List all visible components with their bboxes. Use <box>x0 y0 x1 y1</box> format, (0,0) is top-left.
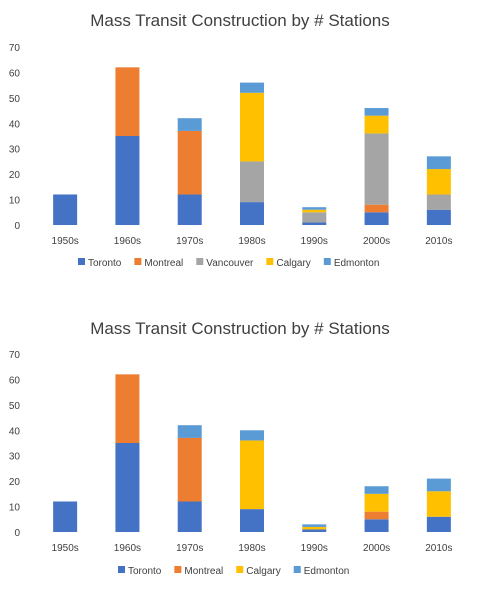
stacked-bar-chart-2: Mass Transit Construction by # Stations … <box>9 319 453 577</box>
bar-segment-montreal-1960s <box>115 374 140 443</box>
bar-segment-calgary-2000s <box>364 493 389 512</box>
bar-segment-toronto-2010s <box>426 209 451 225</box>
bar-segment-calgary-2010s <box>426 491 451 517</box>
x-tick-label: 1960s <box>114 543 141 554</box>
bar-segment-vancouver-1990s <box>302 212 327 223</box>
legend-swatch-montreal <box>134 258 142 265</box>
legend-label-toronto: Toronto <box>128 566 162 577</box>
x-tick-label: 1960s <box>114 236 141 247</box>
legend-label-edmonton: Edmonton <box>304 566 350 577</box>
bar-segment-toronto-1980s <box>240 509 264 532</box>
y-tick-label: 20 <box>9 170 21 181</box>
bar-segment-edmonton-1990s <box>302 524 327 527</box>
x-tick-label: 1990s <box>301 236 328 247</box>
bar-segment-toronto-1950s <box>53 194 78 225</box>
y-tick-label: 60 <box>9 375 21 386</box>
x-tick-label: 1990s <box>301 543 328 554</box>
y-tick-label: 0 <box>14 528 20 539</box>
y-tick-label: 50 <box>9 401 21 412</box>
bar-segment-edmonton-2000s <box>364 108 389 116</box>
bar-segment-montreal-1970s <box>177 130 202 195</box>
bar-segment-edmonton-1990s <box>302 207 327 210</box>
x-tick-label: 1970s <box>176 236 203 247</box>
legend-swatch-calgary <box>236 566 244 573</box>
chart-title: Mass Transit Construction by # Stations <box>90 319 390 338</box>
bar-segment-calgary-1990s <box>302 209 327 213</box>
x-tick-label: 1980s <box>238 236 265 247</box>
bar-segment-vancouver-2010s <box>426 194 451 210</box>
bar-segment-calgary-1980s <box>240 440 264 510</box>
y-tick-label: 50 <box>9 94 21 105</box>
y-tick-label: 40 <box>9 426 21 437</box>
bar-segment-toronto-1970s <box>177 194 202 225</box>
x-tick-label: 1970s <box>176 543 203 554</box>
bar-segment-toronto-1990s <box>302 529 327 532</box>
bar-segment-toronto-1960s <box>115 136 140 225</box>
legend-label-calgary: Calgary <box>276 258 310 269</box>
bar-segment-calgary-1990s <box>302 526 327 530</box>
bar-segment-edmonton-2010s <box>426 156 451 170</box>
chart-title: Mass Transit Construction by # Stations <box>90 11 390 30</box>
bar-segment-toronto-1990s <box>302 222 327 225</box>
y-tick-label: 30 <box>9 452 21 463</box>
bar-segment-edmonton-1970s <box>177 425 202 438</box>
legend-label-montreal: Montreal <box>184 566 223 577</box>
y-tick-label: 40 <box>9 119 21 130</box>
x-tick-label: 1950s <box>52 543 79 554</box>
bar-segment-edmonton-1970s <box>177 118 202 131</box>
y-tick-label: 10 <box>9 503 21 514</box>
legend-label-edmonton: Edmonton <box>334 258 380 269</box>
legend-label-toronto: Toronto <box>88 258 122 269</box>
x-tick-label: 2010s <box>425 543 452 554</box>
y-tick-label: 60 <box>9 68 21 79</box>
bar-segment-edmonton-2000s <box>364 486 389 494</box>
bar-segment-vancouver-2000s <box>364 133 389 205</box>
bar-segment-toronto-2000s <box>364 212 389 225</box>
x-tick-label: 1950s <box>52 236 79 247</box>
legend-swatch-toronto <box>78 258 85 265</box>
x-tick-label: 2000s <box>363 236 390 247</box>
legend-label-vancouver: Vancouver <box>206 258 254 269</box>
bar-segment-edmonton-1980s <box>240 430 264 441</box>
bar-segment-edmonton-1980s <box>240 82 264 93</box>
bar-segment-toronto-1980s <box>240 202 264 225</box>
y-tick-label: 70 <box>9 350 21 361</box>
legend-swatch-toronto <box>118 566 125 573</box>
bar-segment-vancouver-1980s <box>240 161 264 203</box>
y-tick-label: 70 <box>9 43 21 54</box>
x-tick-label: 1980s <box>238 543 265 554</box>
x-tick-label: 2010s <box>425 236 452 247</box>
legend-swatch-edmonton <box>323 258 331 265</box>
bar-segment-toronto-1950s <box>53 501 78 532</box>
bar-segment-montreal-1970s <box>177 437 202 502</box>
y-tick-label: 0 <box>14 221 20 232</box>
y-tick-label: 10 <box>9 196 21 207</box>
y-tick-label: 30 <box>9 145 21 156</box>
bar-segment-montreal-1960s <box>115 67 140 136</box>
legend-label-calgary: Calgary <box>246 566 280 577</box>
bar-segment-edmonton-2010s <box>426 478 451 492</box>
bar-segment-montreal-2000s <box>364 204 389 213</box>
bar-segment-calgary-2000s <box>364 115 389 134</box>
bar-segment-montreal-2000s <box>364 511 389 520</box>
legend-swatch-vancouver <box>196 258 204 265</box>
bar-segment-toronto-1970s <box>177 501 202 532</box>
x-tick-label: 2000s <box>363 543 390 554</box>
bar-segment-toronto-2000s <box>364 519 389 532</box>
bar-segment-toronto-1960s <box>115 443 140 532</box>
bar-segment-calgary-1980s <box>240 92 264 162</box>
bar-segment-calgary-2010s <box>426 169 451 195</box>
legend-swatch-edmonton <box>293 566 301 573</box>
legend-swatch-montreal <box>174 566 182 573</box>
legend-swatch-calgary <box>266 258 274 265</box>
y-tick-label: 20 <box>9 477 21 488</box>
bar-segment-toronto-2010s <box>426 516 451 532</box>
legend-label-montreal: Montreal <box>144 258 183 269</box>
stacked-bar-chart-1: Mass Transit Construction by # Stations … <box>9 11 453 269</box>
